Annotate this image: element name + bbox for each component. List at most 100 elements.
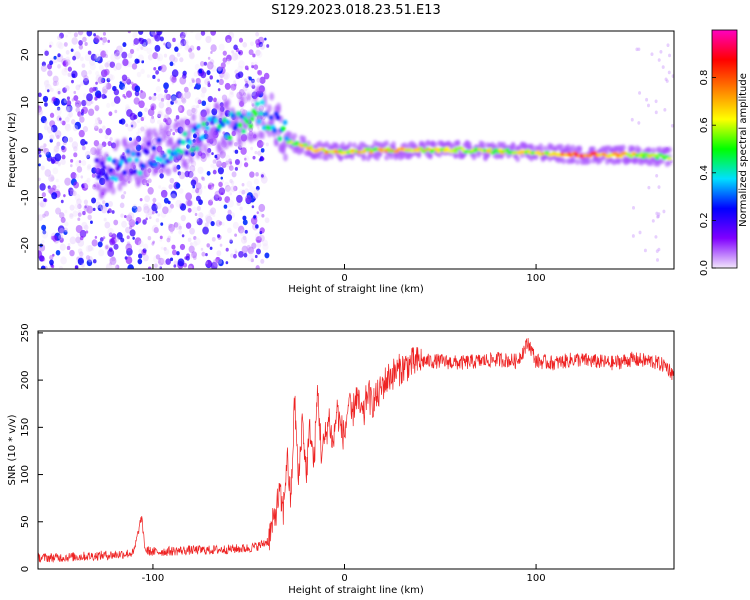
noise-blob [654, 110, 658, 115]
y-tick-label: 50 [20, 515, 31, 528]
noise-blob [165, 107, 172, 115]
noise-blob [180, 214, 186, 222]
noise-blob [104, 244, 110, 251]
ridge-halo [260, 131, 266, 140]
ridge-halo [455, 139, 461, 146]
noise-blob [177, 171, 182, 176]
noise-blob [91, 173, 96, 178]
noise-blob [131, 205, 138, 213]
noise-blob [72, 210, 78, 217]
noise-blob [99, 203, 106, 211]
ridge-halo [586, 158, 592, 165]
noise-blob [69, 212, 74, 218]
ridge-blob [486, 149, 491, 154]
noise-blob [242, 41, 248, 48]
noise-blob [212, 213, 216, 217]
noise-blob [255, 31, 260, 37]
noise-blob [128, 137, 133, 141]
noise-blob [152, 240, 155, 244]
noise-blob [179, 76, 187, 85]
noise-blob [61, 154, 66, 160]
noise-blob [59, 227, 65, 234]
noise-blob [187, 199, 194, 207]
noise-blob [207, 184, 212, 190]
noise-blob [155, 70, 160, 75]
noise-blob [87, 256, 93, 263]
noise-blob [155, 218, 160, 223]
noise-blob [74, 121, 82, 130]
noise-blob [132, 31, 138, 39]
ridge-halo [361, 155, 367, 162]
y-tick-label: 150 [20, 418, 31, 437]
noise-blob [169, 61, 174, 67]
noise-blob [186, 45, 190, 50]
noise-blob [170, 190, 177, 199]
ridge-blob [453, 150, 458, 154]
noise-blob [210, 44, 217, 52]
noise-blob [87, 214, 92, 220]
ridge-blob [160, 162, 165, 169]
noise-blob [132, 236, 135, 240]
noise-blob [655, 249, 659, 253]
noise-blob [59, 243, 66, 251]
noise-blob [163, 113, 169, 120]
noise-blob [62, 136, 67, 143]
noise-blob [85, 255, 91, 261]
noise-blob [244, 88, 250, 95]
noise-blob [258, 203, 266, 212]
ridge-blob [141, 163, 146, 169]
noise-blob [255, 42, 260, 48]
noise-blob [173, 57, 178, 63]
noise-blob [169, 203, 174, 209]
noise-blob [242, 92, 247, 97]
noise-blob [225, 154, 231, 161]
noise-blob [210, 220, 215, 227]
ridge-halo [147, 128, 153, 137]
noise-blob [76, 233, 80, 237]
noise-blob [150, 96, 155, 102]
noise-blob [255, 185, 260, 191]
noise-blob [57, 225, 65, 234]
noise-blob [242, 85, 248, 92]
noise-blob [190, 31, 194, 34]
noise-blob [256, 242, 262, 248]
noise-blob [163, 42, 166, 46]
noise-blob [250, 79, 256, 87]
noise-blob [243, 252, 248, 258]
x-tick-label: 0 [341, 273, 347, 284]
noise-blob [223, 204, 228, 209]
noise-blob [57, 53, 61, 58]
ridge-halo [108, 179, 114, 188]
noise-blob [99, 48, 102, 53]
noise-blob [218, 181, 223, 188]
noise-blob [151, 115, 155, 120]
noise-blob [63, 137, 68, 143]
noise-blob [138, 37, 145, 45]
noise-blob [257, 126, 260, 130]
noise-blob [183, 39, 189, 46]
snr-series-line [38, 337, 674, 563]
noise-blob [86, 165, 91, 171]
noise-blob [104, 68, 110, 76]
noise-blob [150, 103, 157, 111]
noise-blob [75, 173, 80, 179]
noise-blob [97, 76, 104, 85]
noise-blob [62, 59, 69, 68]
noise-blob [637, 121, 641, 125]
noise-blob [255, 236, 262, 244]
ridge-halo [239, 98, 245, 107]
noise-blob [93, 35, 101, 44]
noise-blob [158, 185, 162, 189]
ridge-blob [275, 115, 281, 121]
noise-blob [191, 79, 195, 83]
noise-blob [180, 38, 187, 47]
spectrogram-x-label: Height of straight line (km) [288, 284, 424, 295]
noise-blob [240, 147, 247, 155]
noise-blob [171, 244, 176, 250]
noise-blob [77, 31, 84, 36]
ridge-blob [239, 113, 245, 120]
noise-blob [108, 232, 113, 238]
noise-blob [70, 164, 73, 168]
noise-blob [631, 234, 635, 238]
noise-blob [172, 37, 176, 43]
